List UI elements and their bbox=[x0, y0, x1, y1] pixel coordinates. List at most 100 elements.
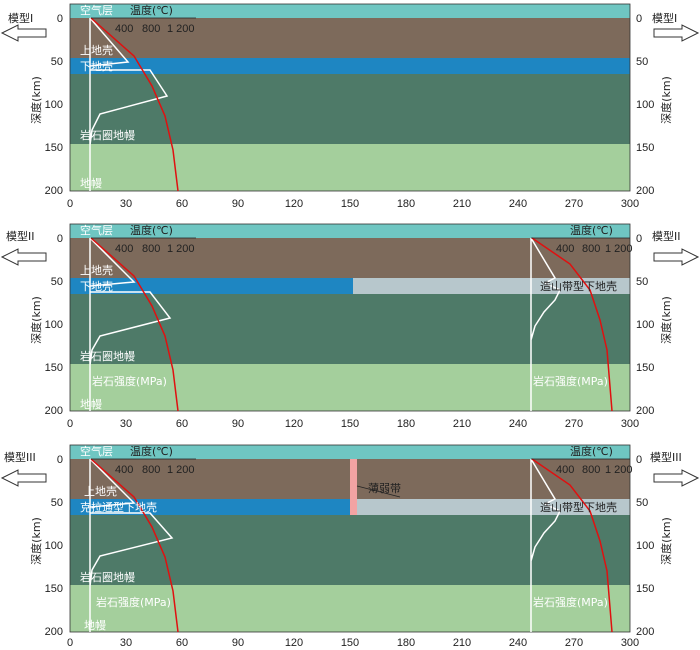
svg-text:60: 60 bbox=[176, 198, 188, 210]
left-arrow-icon bbox=[0, 469, 47, 487]
strength-label-right: 岩石强度(MPa) bbox=[533, 595, 608, 609]
air-layer bbox=[70, 445, 630, 459]
svg-text:50: 50 bbox=[51, 56, 63, 68]
svg-text:100: 100 bbox=[45, 319, 63, 331]
y-axis-right: 0 50 100 150 200 bbox=[636, 233, 654, 417]
left-arrow-icon bbox=[0, 248, 47, 266]
lithospheric-mantle-label: 岩石圈地幔 bbox=[80, 128, 135, 142]
svg-text:800: 800 bbox=[582, 243, 600, 255]
svg-text:0: 0 bbox=[67, 418, 73, 430]
y-axis-left: 0 50 100 150 200 bbox=[45, 454, 63, 638]
svg-text:100: 100 bbox=[636, 99, 654, 111]
svg-text:1 200: 1 200 bbox=[167, 464, 195, 476]
y-axis-left: 0 50 100 150 200 bbox=[45, 13, 63, 197]
air-label: 空气层 bbox=[80, 444, 113, 458]
svg-text:800: 800 bbox=[142, 464, 160, 476]
air-layer bbox=[70, 224, 630, 238]
svg-text:400: 400 bbox=[556, 243, 574, 255]
temperature-axis-label: 温度(℃) bbox=[130, 223, 173, 237]
temperature-axis-label-right: 温度(℃) bbox=[570, 444, 613, 458]
svg-text:120: 120 bbox=[285, 418, 303, 430]
svg-text:0: 0 bbox=[67, 198, 73, 210]
temperature-curve bbox=[90, 237, 179, 412]
svg-text:150: 150 bbox=[45, 362, 63, 374]
svg-text:90: 90 bbox=[232, 198, 244, 210]
svg-text:800: 800 bbox=[582, 464, 600, 476]
model-label-left: 模型I bbox=[8, 11, 33, 25]
lithospheric-mantle-label: 岩石圈地幔 bbox=[80, 349, 135, 363]
y-axis-label-right: 深度(km) bbox=[659, 76, 673, 124]
model-label-right: 模型III bbox=[650, 450, 682, 464]
svg-text:50: 50 bbox=[636, 276, 648, 288]
panel-model-1: 温度(℃) 400 800 1 200 空气层 上地壳 下地壳 岩石圈地幔 地幔… bbox=[0, 3, 700, 210]
svg-text:200: 200 bbox=[636, 626, 654, 638]
svg-text:300: 300 bbox=[621, 637, 639, 649]
svg-text:0: 0 bbox=[636, 13, 642, 25]
svg-text:400: 400 bbox=[556, 464, 574, 476]
y-axis-label-left: 深度(km) bbox=[29, 517, 43, 565]
y-axis-right: 0 50 100 150 200 bbox=[636, 454, 654, 638]
svg-text:100: 100 bbox=[45, 540, 63, 552]
lower-crust-layer bbox=[70, 58, 630, 74]
model-label-right: 模型I bbox=[652, 11, 677, 25]
svg-text:150: 150 bbox=[636, 142, 654, 154]
svg-text:180: 180 bbox=[397, 198, 415, 210]
y-axis-label-left: 深度(km) bbox=[29, 76, 43, 124]
svg-text:120: 120 bbox=[285, 198, 303, 210]
svg-text:30: 30 bbox=[120, 418, 132, 430]
svg-text:400: 400 bbox=[115, 464, 133, 476]
right-arrow-icon bbox=[653, 469, 700, 487]
svg-text:0: 0 bbox=[636, 233, 642, 245]
y-axis-label-right: 深度(km) bbox=[659, 296, 673, 344]
svg-text:800: 800 bbox=[142, 243, 160, 255]
svg-text:150: 150 bbox=[636, 362, 654, 374]
lithospheric-mantle-label: 岩石圈地幔 bbox=[80, 570, 135, 584]
lower-crust-layer bbox=[70, 278, 353, 294]
temperature-axis-label-right: 温度(℃) bbox=[570, 223, 613, 237]
svg-text:0: 0 bbox=[636, 454, 642, 466]
upper-crust-label: 上地壳 bbox=[84, 484, 117, 498]
x-axis: 0 30 60 90 120 150 180 210 240 270 300 bbox=[67, 198, 639, 210]
svg-text:30: 30 bbox=[120, 637, 132, 649]
svg-text:60: 60 bbox=[176, 637, 188, 649]
svg-text:270: 270 bbox=[565, 637, 583, 649]
mantle-layer bbox=[70, 364, 630, 411]
strength-curve bbox=[89, 458, 174, 632]
svg-text:210: 210 bbox=[453, 637, 471, 649]
temperature-tick: 400 bbox=[115, 23, 133, 35]
orogen-lower-crust-label: 造山带型下地壳 bbox=[540, 500, 617, 514]
svg-text:1 200: 1 200 bbox=[167, 243, 195, 255]
svg-text:240: 240 bbox=[509, 637, 527, 649]
lithospheric-mantle-layer bbox=[70, 515, 630, 585]
temperature-curve bbox=[90, 458, 179, 633]
air-layer bbox=[70, 4, 630, 18]
svg-text:200: 200 bbox=[45, 405, 63, 417]
svg-text:270: 270 bbox=[565, 418, 583, 430]
air-label: 空气层 bbox=[80, 3, 113, 17]
svg-text:50: 50 bbox=[636, 56, 648, 68]
svg-text:0: 0 bbox=[57, 13, 63, 25]
weak-zone-leader-line bbox=[356, 485, 401, 498]
svg-text:240: 240 bbox=[509, 418, 527, 430]
lower-crust-label: 下地壳 bbox=[80, 279, 113, 293]
lower-crust-label: 克拉通型下地壳 bbox=[80, 500, 157, 514]
svg-text:180: 180 bbox=[397, 418, 415, 430]
svg-text:150: 150 bbox=[341, 418, 359, 430]
svg-text:300: 300 bbox=[621, 198, 639, 210]
svg-text:0: 0 bbox=[57, 233, 63, 245]
strength-label-right: 岩石强度(MPa) bbox=[533, 374, 608, 388]
svg-text:100: 100 bbox=[636, 319, 654, 331]
lower-crust-layer bbox=[70, 499, 353, 515]
mantle-label: 地幔 bbox=[80, 177, 102, 190]
panel-frame bbox=[69, 3, 631, 192]
y-axis-left: 0 50 100 150 200 bbox=[45, 233, 63, 417]
panel-model-2: 温度(℃) 400 800 1 200 温度(℃) 400 800 1 200 … bbox=[0, 223, 700, 430]
y-axis-label-right: 深度(km) bbox=[659, 517, 673, 565]
svg-text:1 200: 1 200 bbox=[605, 243, 633, 255]
svg-text:210: 210 bbox=[453, 418, 471, 430]
left-arrow-icon bbox=[0, 24, 47, 42]
mantle-layer bbox=[70, 144, 630, 191]
panel-frame bbox=[69, 223, 631, 412]
svg-text:150: 150 bbox=[341, 198, 359, 210]
